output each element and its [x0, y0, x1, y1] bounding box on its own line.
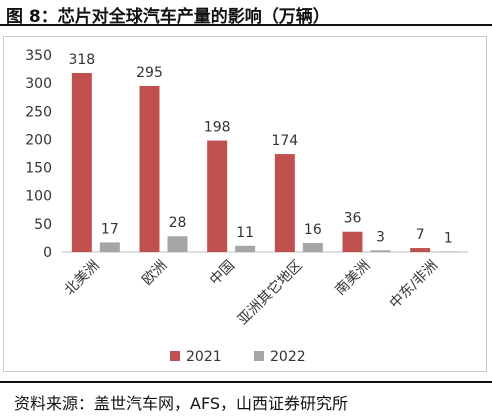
bar-2022: [167, 236, 188, 252]
bar-2021: [207, 140, 228, 252]
legend-swatch-2021: [170, 351, 180, 361]
bar-2022: [302, 242, 323, 252]
data-label: 36: [344, 211, 362, 227]
source-note: 资料来源：盖世汽车网，AFS，山西证券研究所: [14, 394, 349, 413]
bottom-rule: [0, 381, 492, 383]
bar-2021: [410, 248, 431, 252]
bar-2022: [370, 250, 391, 252]
x-tick-label: 北美洲: [62, 258, 103, 299]
x-tick-label: 亚洲其它地区: [234, 257, 305, 328]
data-label: 28: [169, 215, 187, 231]
y-tick-label: 300: [25, 76, 52, 92]
bar-2022: [438, 251, 459, 252]
data-label: 16: [304, 222, 322, 238]
data-label: 295: [136, 65, 163, 81]
x-tick-label: 南美洲: [332, 258, 373, 299]
legend-label: 2022: [270, 349, 306, 365]
data-label: 17: [101, 221, 119, 237]
data-label: 318: [68, 52, 95, 68]
chart-title: 图 8：芯片对全球汽车产量的影响（万辆）: [6, 7, 330, 27]
legend-label: 2021: [186, 349, 222, 365]
x-tick-label: 中国: [207, 258, 238, 289]
y-tick-label: 150: [25, 161, 52, 177]
bar-2021: [274, 154, 295, 252]
x-tick-label: 中东/非洲: [387, 258, 441, 312]
data-label: 198: [204, 120, 231, 136]
top-rule: [0, 24, 492, 26]
y-tick-label: 350: [25, 48, 52, 64]
data-label: 174: [271, 133, 298, 149]
y-tick-label: 0: [43, 245, 52, 261]
y-tick-label: 250: [25, 104, 52, 120]
data-label: 11: [236, 225, 254, 241]
bar-2022: [99, 242, 120, 252]
bar-2021: [139, 85, 160, 252]
legend-swatch-2022: [254, 351, 264, 361]
data-label: 1: [444, 230, 453, 246]
bar-2021: [71, 73, 92, 252]
y-tick-label: 200: [25, 132, 52, 148]
bar-2021: [342, 231, 363, 252]
y-tick-label: 50: [34, 217, 52, 233]
y-tick-label: 100: [25, 189, 52, 205]
x-tick-label: 欧洲: [139, 258, 170, 289]
data-label: 3: [376, 229, 385, 245]
chart-frame: [3, 36, 487, 372]
bar-2022: [235, 245, 256, 252]
data-label: 7: [416, 227, 425, 243]
